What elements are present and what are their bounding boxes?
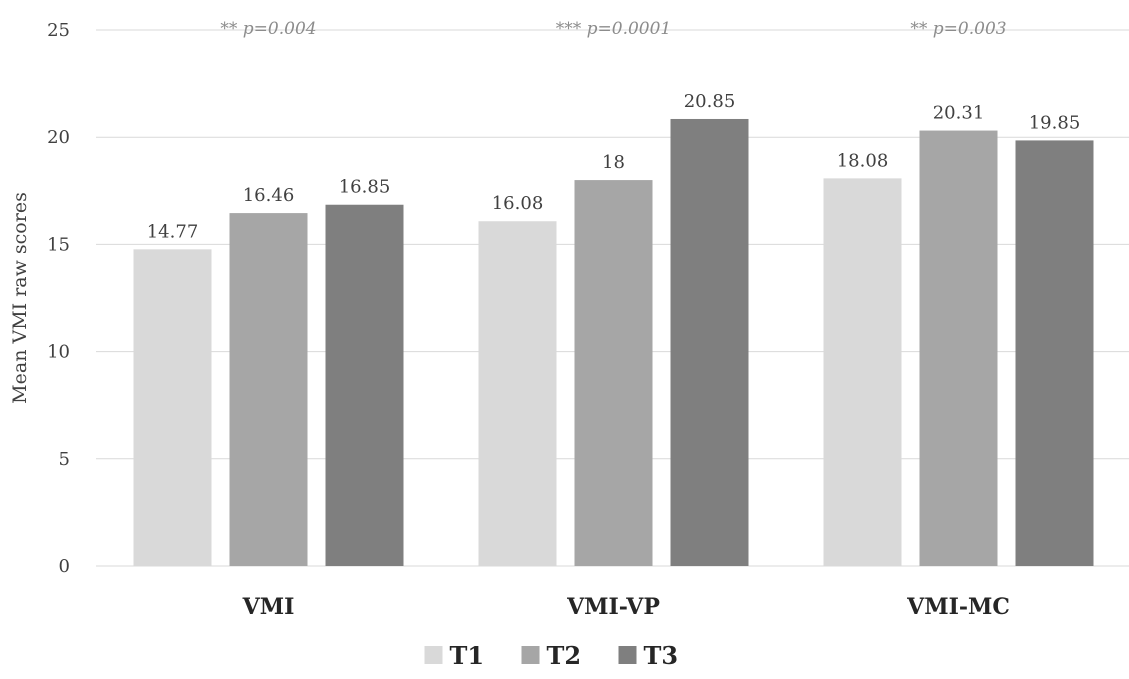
p-value-annotation: *** p=0.0001 [556,19,672,39]
data-label: 16.85 [339,177,391,198]
y-tick-label: 5 [59,449,70,470]
bar-t2 [574,180,653,566]
y-tick-label: 10 [47,342,70,363]
legend-swatch-t3 [618,646,637,664]
data-label: 16.08 [492,193,544,214]
bar-t2 [229,213,308,566]
x-category-label: VMI [242,594,295,620]
bar-t3 [1015,140,1094,566]
data-label: 20.31 [933,103,985,124]
p-value-annotation: ** p=0.003 [910,19,1006,39]
y-axis-label: Mean VMI raw scores [9,192,31,404]
x-axis-categories: VMI VMI-VP VMI-MC [242,594,1010,620]
data-label: 16.46 [243,185,295,206]
data-label: 14.77 [147,221,199,242]
y-tick-label: 15 [47,234,70,255]
legend-swatch-t1 [424,646,443,664]
y-tick-label: 0 [59,556,70,577]
data-label: 18.08 [837,150,889,171]
bar-t1 [478,221,557,566]
data-labels: 14.77 16.46 16.85 16.08 18 20.85 18.08 20.31 19.… [147,91,1081,242]
x-category-label: VMI-VP [566,594,660,620]
legend-label: T1 [450,641,485,670]
significance-annotations: ** p=0.004 *** p=0.0001 ** p=0.003 [220,19,1006,39]
bars [133,118,1094,567]
bar-t3 [670,118,749,566]
data-label: 20.85 [684,91,736,112]
legend-swatch-t2 [521,646,540,664]
legend-label: T2 [547,641,582,670]
bar-t1 [133,249,212,566]
bar-t1 [823,178,902,566]
bar-t3 [325,204,404,566]
y-tick-label: 20 [47,127,70,148]
legend-label: T3 [644,641,679,670]
y-axis-ticks: 0 5 10 15 20 25 [47,20,70,577]
data-label: 19.85 [1029,112,1081,133]
p-value-annotation: ** p=0.004 [220,19,316,39]
x-category-label: VMI-MC [906,594,1010,620]
legend: T1 T2 T3 [424,641,679,670]
y-tick-label: 25 [47,20,70,41]
data-label: 18 [602,152,625,173]
bar-t2 [919,130,998,567]
